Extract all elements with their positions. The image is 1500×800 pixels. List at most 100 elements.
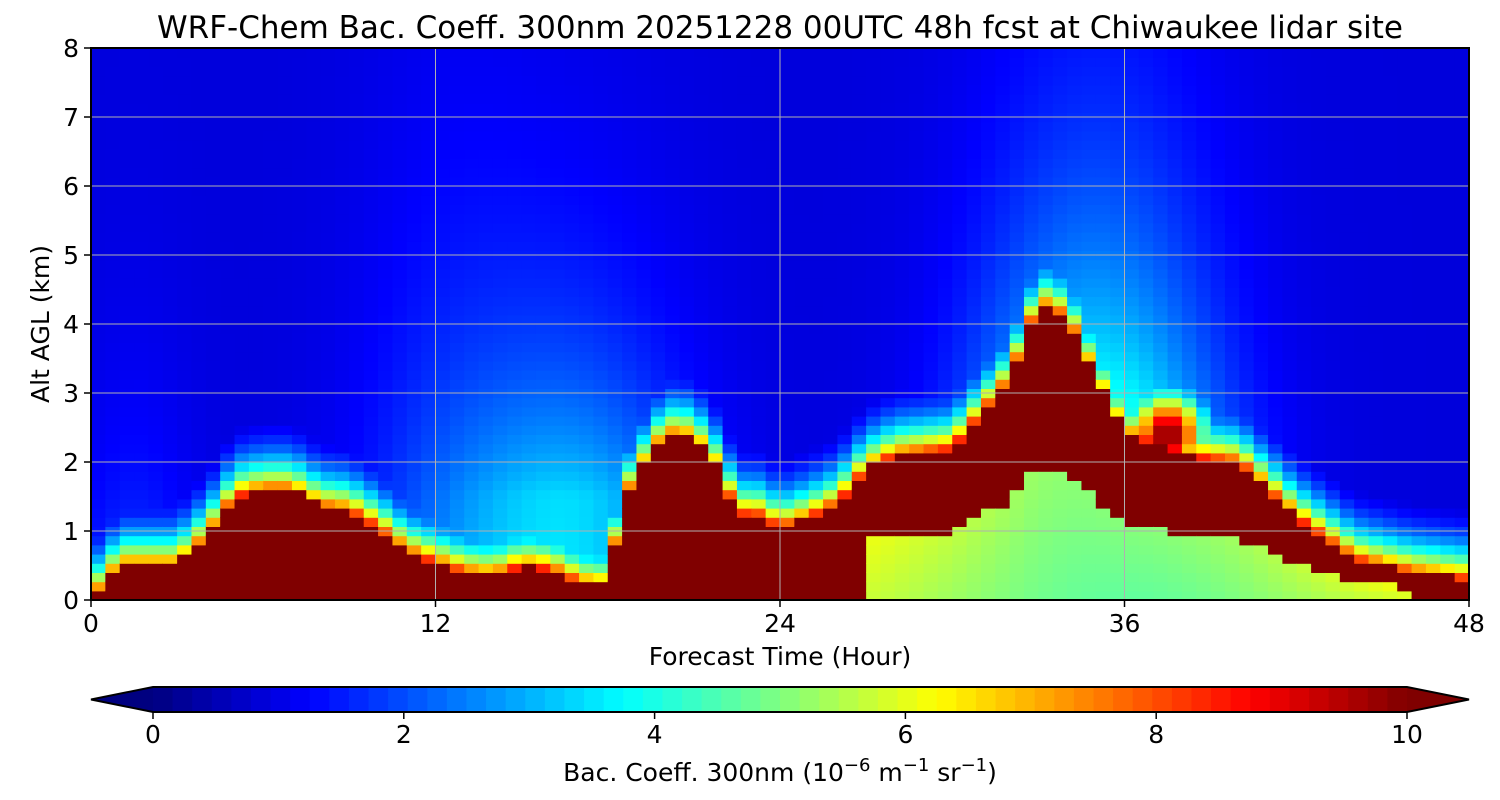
heatmap-cell <box>894 517 910 527</box>
heatmap-cell <box>1081 195 1097 205</box>
heatmap-cell <box>335 259 350 270</box>
heatmap-cell <box>464 425 480 435</box>
heatmap-cell <box>535 425 551 435</box>
heatmap-cell <box>909 84 925 95</box>
heatmap-cell <box>1181 75 1197 86</box>
heatmap-cell <box>464 443 480 454</box>
heatmap-cell <box>607 489 623 500</box>
heatmap-cell <box>909 232 925 242</box>
heatmap-cell <box>1067 554 1083 564</box>
heatmap-cell <box>1067 57 1083 67</box>
heatmap-cell <box>765 268 781 279</box>
heatmap-cell <box>980 581 996 592</box>
heatmap-cell <box>1196 508 1212 518</box>
heatmap-cell <box>1210 489 1226 500</box>
heatmap-cell <box>492 351 508 362</box>
heatmap-cell <box>550 452 566 463</box>
heatmap-cell <box>406 195 422 205</box>
heatmap-cell <box>1210 544 1226 555</box>
heatmap-cell <box>134 443 150 454</box>
heatmap-cell <box>808 140 824 150</box>
heatmap-cell <box>1153 416 1169 426</box>
heatmap-cell <box>1081 351 1097 362</box>
heatmap-cell <box>392 75 408 86</box>
heatmap-cell <box>937 572 953 583</box>
heatmap-cell <box>1067 268 1083 279</box>
heatmap-cell <box>119 287 135 297</box>
heatmap-cell <box>794 213 810 224</box>
heatmap-cell <box>837 213 853 224</box>
heatmap-cell <box>1181 94 1197 104</box>
heatmap-cell <box>837 241 853 251</box>
heatmap-cell <box>1081 333 1097 343</box>
heatmap-cell <box>105 462 121 472</box>
heatmap-cell <box>435 305 451 316</box>
heatmap-cell <box>162 222 178 233</box>
heatmap-cell <box>995 48 1011 58</box>
heatmap-cell <box>205 103 221 113</box>
heatmap-cell <box>579 379 594 389</box>
heatmap-cell <box>492 241 508 251</box>
heatmap-cell <box>234 397 250 408</box>
heatmap-cell <box>823 544 839 555</box>
heatmap-cell <box>550 195 566 205</box>
heatmap-cell <box>535 379 551 389</box>
heatmap-cell <box>837 167 853 178</box>
heatmap-cell <box>636 130 652 141</box>
heatmap-cell <box>148 333 164 343</box>
heatmap-cell <box>837 342 853 353</box>
heatmap-cell <box>722 581 738 592</box>
heatmap-cell <box>306 554 322 564</box>
heatmap-cell <box>1081 425 1097 435</box>
heatmap-cell <box>478 508 494 518</box>
heatmap-cell <box>1167 167 1183 178</box>
heatmap-cell <box>736 94 752 104</box>
heatmap-cell <box>134 204 150 215</box>
heatmap-cell <box>722 342 738 353</box>
heatmap-cell <box>134 167 150 178</box>
heatmap-cell <box>593 222 609 233</box>
heatmap-cell <box>1181 489 1197 500</box>
heatmap-cell <box>780 544 795 555</box>
heatmap-cell <box>464 66 480 77</box>
heatmap-cell <box>105 498 121 509</box>
heatmap-cell <box>478 57 494 67</box>
heatmap-cell <box>909 581 925 592</box>
heatmap-cell <box>1239 75 1255 86</box>
heatmap-cell <box>1282 590 1298 600</box>
heatmap-cell <box>952 75 968 86</box>
heatmap-cell <box>1009 498 1025 509</box>
heatmap-cell <box>607 222 623 233</box>
heatmap-cell <box>780 48 795 58</box>
heatmap-cell <box>507 94 523 104</box>
heatmap-cell <box>607 360 623 371</box>
heatmap-cell <box>980 167 996 178</box>
heatmap-cell <box>622 195 638 205</box>
heatmap-cell <box>220 186 236 196</box>
heatmap-cell <box>363 517 379 527</box>
heatmap-cell <box>1052 66 1068 77</box>
heatmap-cell <box>435 130 451 141</box>
heatmap-cell <box>91 498 106 509</box>
heatmap-cell <box>363 158 379 169</box>
heatmap-cell <box>1268 581 1283 592</box>
heatmap-cell <box>277 544 293 555</box>
heatmap-cell <box>306 94 322 104</box>
heatmap-cell <box>421 268 437 279</box>
heatmap-cell <box>1124 554 1140 564</box>
heatmap-cell <box>995 232 1011 242</box>
heatmap-cell <box>406 471 422 481</box>
heatmap-cell <box>923 195 939 205</box>
heatmap-cell <box>1153 149 1169 159</box>
heatmap-cell <box>1138 416 1154 426</box>
heatmap-cell <box>134 278 150 288</box>
heatmap-cell <box>277 57 293 67</box>
heatmap-cell <box>665 241 681 251</box>
heatmap-cell <box>1052 296 1068 307</box>
heatmap-cell <box>1138 204 1154 215</box>
heatmap-cell <box>1239 397 1255 408</box>
heatmap-cell <box>1038 94 1054 104</box>
heatmap-cell <box>708 167 724 178</box>
heatmap-cell <box>335 176 350 187</box>
heatmap-cell <box>837 287 853 297</box>
